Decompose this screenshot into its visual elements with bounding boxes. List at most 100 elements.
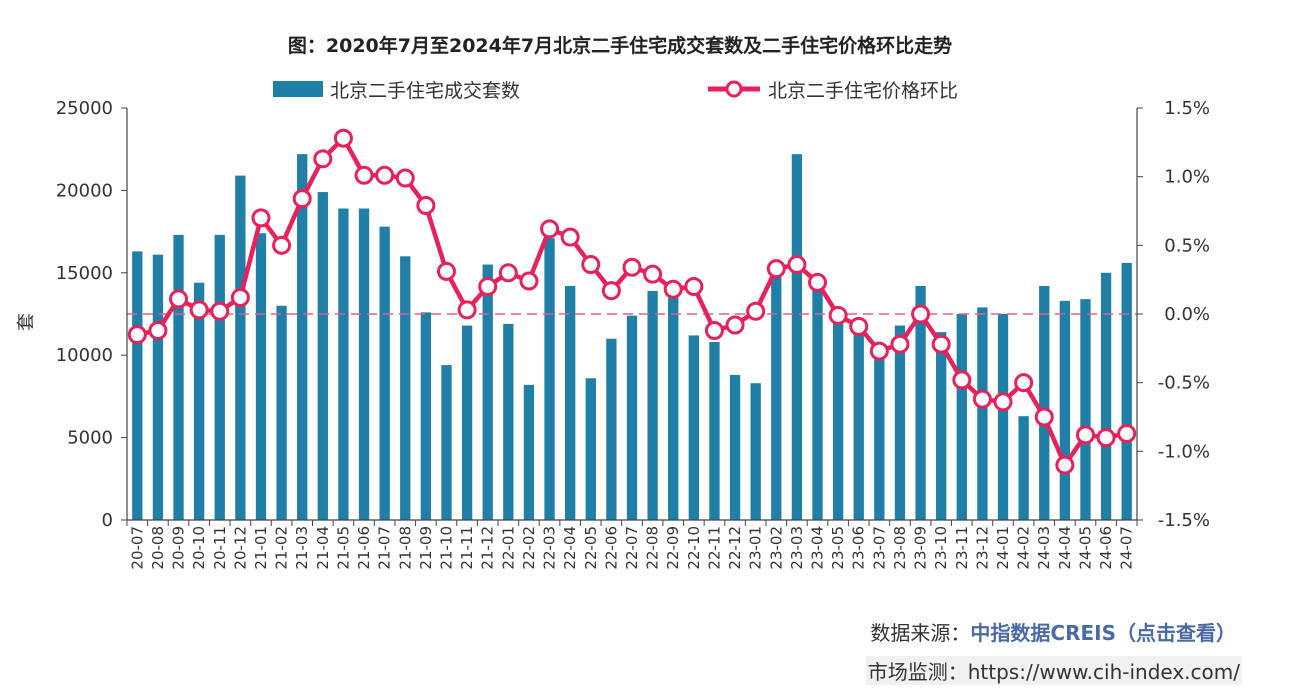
bar-22-07 <box>626 315 638 520</box>
x-tick-label: 23-05 <box>829 526 847 570</box>
x-tick-label: 22-07 <box>623 526 641 570</box>
point-24-04 <box>1055 455 1075 475</box>
right-axis-ticks: -1.5% -1.0% -0.5% 0.0% 0.5% 1.0% 1.5% <box>1137 98 1210 531</box>
point-21-02 <box>272 235 292 255</box>
bar-21-02 <box>276 305 287 520</box>
x-tick-label: 21-08 <box>396 526 414 570</box>
x-tick-label: 22-11 <box>705 526 723 570</box>
bar-series <box>132 154 1132 521</box>
bar-23-09 <box>915 285 926 520</box>
bar-22-03 <box>544 238 555 520</box>
point-20-11 <box>210 301 230 321</box>
point-21-01 <box>251 208 271 228</box>
x-tick-label: 21-12 <box>479 526 497 570</box>
point-21-11 <box>457 300 477 320</box>
right-tick-label: 0.0% <box>1164 304 1210 325</box>
bar-21-07 <box>379 226 390 520</box>
x-tick-label: 21-09 <box>417 526 435 570</box>
monitor-url[interactable]: https://www.cih-index.com/ <box>967 660 1240 684</box>
x-tick-label: 22-04 <box>561 526 579 570</box>
legend-line-label: 北京二手住宅价格环比 <box>768 80 958 102</box>
x-tick-label: 21-01 <box>252 526 270 570</box>
bar-23-03 <box>791 154 803 521</box>
point-23-05 <box>828 305 848 325</box>
bar-23-05 <box>832 309 844 520</box>
x-tick-label: 24-07 <box>1118 526 1136 570</box>
source-link[interactable]: 中指数据CREIS（点击查看） <box>970 621 1236 645</box>
point-23-02 <box>766 259 786 279</box>
axes <box>126 108 1138 521</box>
point-22-12 <box>725 315 745 335</box>
x-tick-label: 22-02 <box>520 526 538 570</box>
x-tick-label: 23-06 <box>850 526 868 570</box>
point-22-06 <box>601 281 621 301</box>
point-23-11 <box>952 370 972 390</box>
point-21-04 <box>313 149 333 169</box>
point-24-06 <box>1096 428 1116 448</box>
point-23-07 <box>869 341 889 361</box>
bar-22-04 <box>565 285 576 520</box>
y-axis-label: 套 <box>16 313 37 331</box>
bar-23-04 <box>812 282 823 520</box>
x-tick-label: 22-08 <box>644 526 662 570</box>
x-tick-label: 24-05 <box>1076 526 1094 570</box>
x-tick-label: 24-06 <box>1097 526 1115 570</box>
legend-line-marker <box>725 80 743 98</box>
left-axis-ticks: 0 5000 10000 15000 20000 25000 <box>56 98 127 531</box>
x-tick-label: 20-09 <box>170 526 188 570</box>
point-22-05 <box>581 255 601 275</box>
x-tick-label: 22-10 <box>685 526 703 570</box>
point-21-03 <box>292 189 312 209</box>
x-tick-label: 22-01 <box>499 526 517 570</box>
right-tick-label: -1.5% <box>1158 510 1210 531</box>
x-tick-label: 23-03 <box>788 526 806 570</box>
bar-21-10 <box>441 365 452 520</box>
x-tick-label: 21-06 <box>355 526 373 570</box>
x-tick-label: 23-04 <box>809 526 827 570</box>
point-21-09 <box>416 196 436 216</box>
x-tick-label: 20-12 <box>231 526 249 570</box>
x-tick-label: 22-03 <box>541 526 559 570</box>
point-20-08 <box>148 320 168 340</box>
point-20-09 <box>169 289 189 309</box>
point-21-12 <box>478 277 498 297</box>
left-tick-label: 0 <box>102 510 113 531</box>
x-tick-label: 24-03 <box>1035 526 1053 570</box>
bar-23-02 <box>771 274 782 520</box>
bar-24-02 <box>1018 416 1029 520</box>
bar-21-03 <box>297 154 308 521</box>
source-label: 数据来源： <box>870 621 971 645</box>
x-tick-label: 23-07 <box>870 526 888 570</box>
point-21-05 <box>333 128 353 148</box>
point-24-03 <box>1034 407 1054 427</box>
x-tick-label: 21-05 <box>334 526 352 570</box>
bar-24-05 <box>1080 299 1091 520</box>
bar-21-08 <box>400 256 411 520</box>
legend: 北京二手住宅成交套数 北京二手住宅价格环比 <box>273 80 958 102</box>
point-21-07 <box>375 165 395 185</box>
bar-24-04 <box>1059 300 1071 520</box>
point-22-04 <box>560 227 580 247</box>
point-20-07 <box>127 325 147 345</box>
point-22-10 <box>684 277 704 297</box>
point-22-01 <box>498 263 518 283</box>
x-tick-label: 24-01 <box>994 526 1012 570</box>
right-tick-label: 1.0% <box>1164 167 1210 188</box>
point-24-05 <box>1075 425 1095 445</box>
bar-22-02 <box>523 384 535 520</box>
point-23-09 <box>911 304 931 324</box>
bar-22-10 <box>688 335 699 520</box>
bar-21-01 <box>255 233 267 521</box>
x-tick-label: 23-02 <box>767 526 785 570</box>
chart: 图：2020年7月至2024年7月北京二手住宅成交套数及二手住宅价格环比走势 北… <box>16 34 1210 570</box>
left-tick-label: 15000 <box>56 263 113 284</box>
bar-20-11 <box>214 234 225 520</box>
bar-24-06 <box>1100 272 1112 520</box>
bar-20-09 <box>173 234 184 520</box>
point-23-04 <box>808 272 828 292</box>
point-22-08 <box>643 264 663 284</box>
x-tick-label: 24-02 <box>1015 526 1033 570</box>
x-tick-label: 22-05 <box>582 526 600 570</box>
bar-22-12 <box>729 374 741 520</box>
x-tick-label: 22-06 <box>602 526 620 570</box>
